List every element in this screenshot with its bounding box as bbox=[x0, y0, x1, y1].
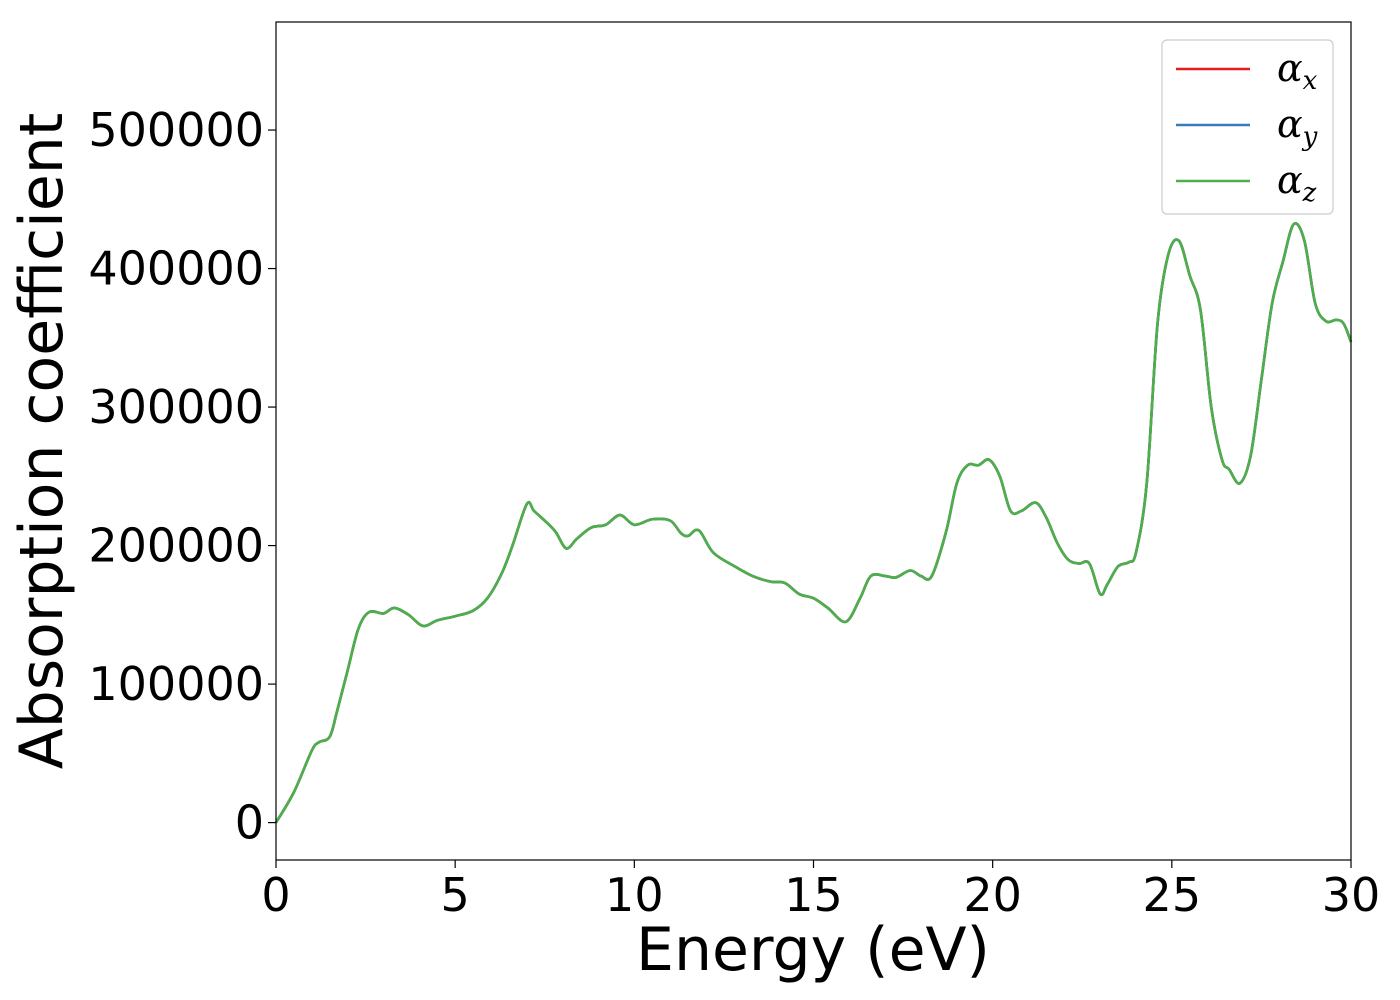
legend-box bbox=[1161, 39, 1334, 215]
series-layer bbox=[274, 222, 1353, 824]
y-tick-label: 500000 bbox=[88, 103, 264, 157]
legend-label-2: αz bbox=[1277, 158, 1317, 208]
y-axis-title: Absorption coefficient bbox=[7, 113, 77, 770]
series-line-2 bbox=[274, 222, 1353, 824]
x-tick-label: 30 bbox=[1322, 868, 1381, 922]
y-tick-label: 100000 bbox=[88, 657, 264, 711]
y-tick-label: 400000 bbox=[88, 242, 264, 296]
x-axis: 0 5 10 15 20 25 30 bbox=[261, 860, 1380, 922]
y-tick-label: 0 bbox=[235, 796, 264, 850]
legend-label-1: αy bbox=[1277, 102, 1318, 152]
x-tick-label: 20 bbox=[963, 868, 1022, 922]
legend-items: αx αy αz bbox=[1176, 46, 1318, 208]
x-axis-title: Energy (eV) bbox=[636, 915, 990, 985]
x-tick-label: 0 bbox=[261, 868, 290, 922]
x-tick-label: 5 bbox=[441, 868, 470, 922]
y-tick-label: 200000 bbox=[88, 519, 264, 573]
legend: αx αy αz bbox=[1161, 39, 1334, 215]
legend-label-0: αx bbox=[1277, 46, 1318, 96]
y-tick-label: 300000 bbox=[88, 380, 264, 434]
x-tick-label: 15 bbox=[784, 868, 843, 922]
x-tick-label: 25 bbox=[1143, 868, 1202, 922]
x-tick-label: 10 bbox=[605, 868, 664, 922]
y-axis: 0 100000 200000 300000 400000 500000 bbox=[88, 103, 276, 850]
